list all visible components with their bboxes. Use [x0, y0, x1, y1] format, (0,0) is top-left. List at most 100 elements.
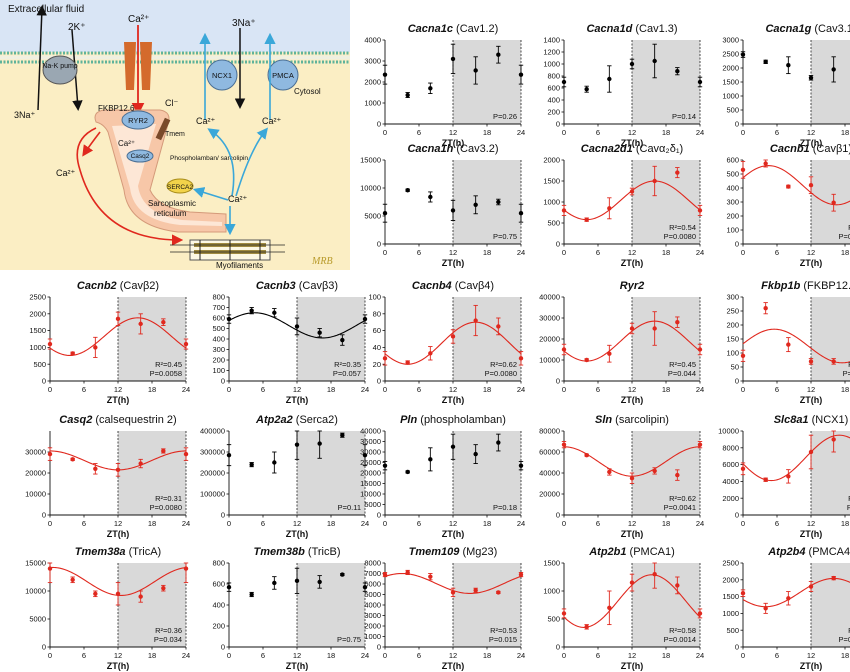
y-tick-label: 5000	[364, 590, 381, 599]
x-tick-label: 6	[417, 248, 421, 257]
data-point	[382, 211, 388, 216]
data-point	[786, 184, 791, 189]
x-tick-label: 18	[483, 519, 491, 528]
data-point	[518, 356, 524, 361]
x-tick-label: 12	[807, 651, 815, 660]
gene-name: Cacnb3	[256, 280, 296, 292]
gene-name: Pln	[400, 414, 417, 426]
chart-panel-tmem38a: Tmem38a (TricA) 0 5000 10000 15000 0 6 12 18 24 ZT…	[25, 546, 190, 671]
y-tick-label: 80000	[539, 427, 560, 436]
data-point	[584, 87, 589, 92]
y-tick-label: 1500	[29, 326, 46, 335]
x-tick-label: 0	[741, 385, 745, 394]
gene-name: Cacnb2	[77, 280, 117, 292]
x-tick-label: 18	[483, 385, 491, 394]
dark-phase-shading	[297, 431, 365, 515]
data-point	[294, 442, 300, 447]
y-tick-label: 4000	[364, 601, 381, 610]
data-point	[808, 183, 814, 188]
y-tick-label: 8000	[364, 559, 381, 568]
y-tick-label: 1000	[722, 609, 739, 618]
x-tick-label: 6	[596, 128, 600, 137]
data-point	[740, 52, 746, 57]
x-axis-label: ZT(h)	[621, 661, 644, 671]
data-point	[317, 441, 322, 446]
x-axis-label: ZT(h)	[800, 138, 823, 148]
na-out-label: 3Na⁺	[14, 110, 36, 120]
stat-label: P=0.14	[672, 112, 696, 121]
y-tick-label: 800	[212, 559, 225, 568]
calcium-handling-diagram: Extracellular fluid Cytosol 2K⁺ 3Na⁺ Na-…	[0, 0, 350, 270]
ca-mid-label: Ca²⁺	[228, 194, 248, 204]
protein-name: (Cavβ2)	[117, 280, 159, 292]
stat-label: R²=0.62	[669, 494, 696, 503]
y-tick-label: 25000	[360, 458, 381, 467]
y-tick-label: 3000	[364, 57, 381, 66]
panel-title: Cacna1h (Cav3.2)	[407, 143, 498, 155]
x-tick-label: 18	[148, 519, 156, 528]
x-tick-label: 6	[82, 385, 86, 394]
stat-label: P=0.00094	[839, 635, 850, 644]
y-tick-label: 30000	[539, 314, 560, 323]
y-tick-label: 200	[726, 212, 739, 221]
x-tick-label: 0	[227, 651, 231, 660]
chart-panel-atp2b4: Atp2b4 (PMCA4) 0 500 1000 1500 2000 2500 0 6 12 18…	[722, 546, 850, 671]
protein-name: (TricA)	[126, 546, 162, 558]
stat-label: P=0.0080	[150, 503, 182, 512]
data-point	[138, 594, 143, 599]
data-point	[652, 572, 657, 577]
dark-phase-shading	[118, 431, 186, 515]
x-tick-label: 24	[361, 519, 369, 528]
x-tick-label: 24	[517, 385, 525, 394]
x-tick-label: 18	[148, 651, 156, 660]
protein-name: (FKBP12.6)	[800, 280, 850, 292]
protein-name: (Serca2)	[293, 414, 338, 426]
y-tick-label: 100	[368, 293, 381, 302]
sr-label-line2: reticulum	[154, 209, 187, 218]
tmem-shape	[155, 117, 171, 141]
y-tick-label: 40000	[360, 427, 381, 436]
stat-label: R²=0.58	[669, 626, 696, 635]
data-point	[584, 357, 589, 363]
data-point	[496, 52, 501, 57]
x-tick-label: 6	[261, 519, 265, 528]
y-tick-label: 1000	[543, 60, 560, 69]
y-tick-label: 250	[726, 307, 739, 316]
y-tick-label: 1500	[543, 177, 560, 186]
protein-name: (Cavβ4)	[452, 280, 494, 292]
chart-panel-ryr2: Ryr2 0 10000 20000 30000 40000 0 6 12 18 24 ZT(h) R²…	[539, 280, 704, 405]
data-point	[675, 583, 680, 588]
x-tick-label: 18	[662, 385, 670, 394]
data-point	[47, 566, 53, 571]
stat-label: R²=0.62	[490, 360, 517, 369]
x-tick-label: 12	[293, 519, 301, 528]
x-tick-label: 0	[227, 385, 231, 394]
gene-name: Cacna1h	[407, 143, 453, 155]
y-tick-label: 1200	[543, 48, 560, 57]
data-point	[272, 460, 277, 465]
stat-label: R²=0.36	[155, 626, 182, 635]
x-tick-label: 24	[182, 651, 190, 660]
ryr2-shape	[121, 110, 155, 130]
gene-name: Slc8a1	[774, 414, 809, 426]
y-tick-label: 10000	[539, 356, 560, 365]
chart-panel-cacnb4: Cacnb4 (Cavβ4) 0 20 40 60 80 100 0 6 12 18 24 ZT(h) R…	[368, 280, 525, 405]
dark-phase-shading	[453, 297, 521, 381]
x-tick-label: 18	[841, 651, 849, 660]
data-point	[629, 326, 635, 331]
y-tick-label: 0	[735, 377, 739, 386]
y-tick-label: 0	[377, 511, 381, 520]
panel-title: Slc8a1 (NCX1)	[774, 414, 849, 426]
gene-name: Ryr2	[620, 280, 644, 292]
x-tick-label: 0	[562, 128, 566, 137]
y-tick-label: 60000	[539, 448, 560, 457]
x-tick-label: 0	[741, 128, 745, 137]
x-tick-label: 12	[807, 519, 815, 528]
dark-phase-shading	[811, 160, 850, 244]
x-axis-label: ZT(h)	[621, 529, 644, 539]
data-point	[740, 591, 746, 596]
y-tick-label: 1500	[722, 592, 739, 601]
dark-phase-shading	[453, 563, 521, 647]
x-tick-label: 18	[841, 248, 849, 257]
